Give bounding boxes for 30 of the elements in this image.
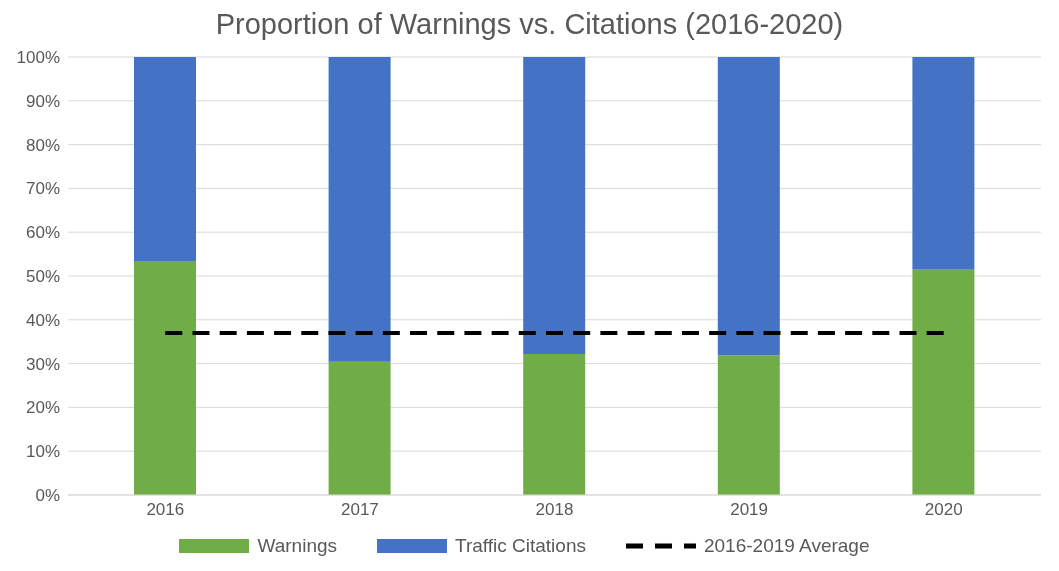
chart-title: Proportion of Warnings vs. Citations (2016-2020) [214,8,845,41]
bar [717,355,780,495]
bar [717,57,780,356]
y-tick-label: 100% [16,48,60,68]
legend-label: Warnings [256,535,338,557]
bar [523,353,586,495]
y-tick-label: 50% [25,267,60,287]
x-tick-label: 2019 [730,500,769,520]
bar [134,261,196,495]
y-tick-label: 80% [25,135,60,155]
bar [134,57,196,262]
y-tick-label: 60% [25,223,60,243]
y-tick-label: 10% [25,442,60,462]
bar [328,361,391,495]
y-tick-label: 30% [25,354,60,374]
y-tick-label: 0% [35,486,60,506]
y-tick-label: 90% [25,91,60,111]
x-tick-label: 2020 [924,500,963,520]
x-tick-label: 2017 [340,500,379,520]
y-tick-label: 20% [25,398,60,418]
bar [328,57,391,362]
y-tick-label: 40% [25,310,60,330]
bar [912,268,975,495]
x-tick-label: 2018 [535,500,574,520]
y-tick-label: 70% [25,179,60,199]
legend-label: 2016-2019 Average [702,535,870,557]
bar [912,57,975,269]
x-tick-label: 2016 [146,500,185,520]
legend-label: Traffic Citations [454,535,586,557]
bar [523,57,586,354]
